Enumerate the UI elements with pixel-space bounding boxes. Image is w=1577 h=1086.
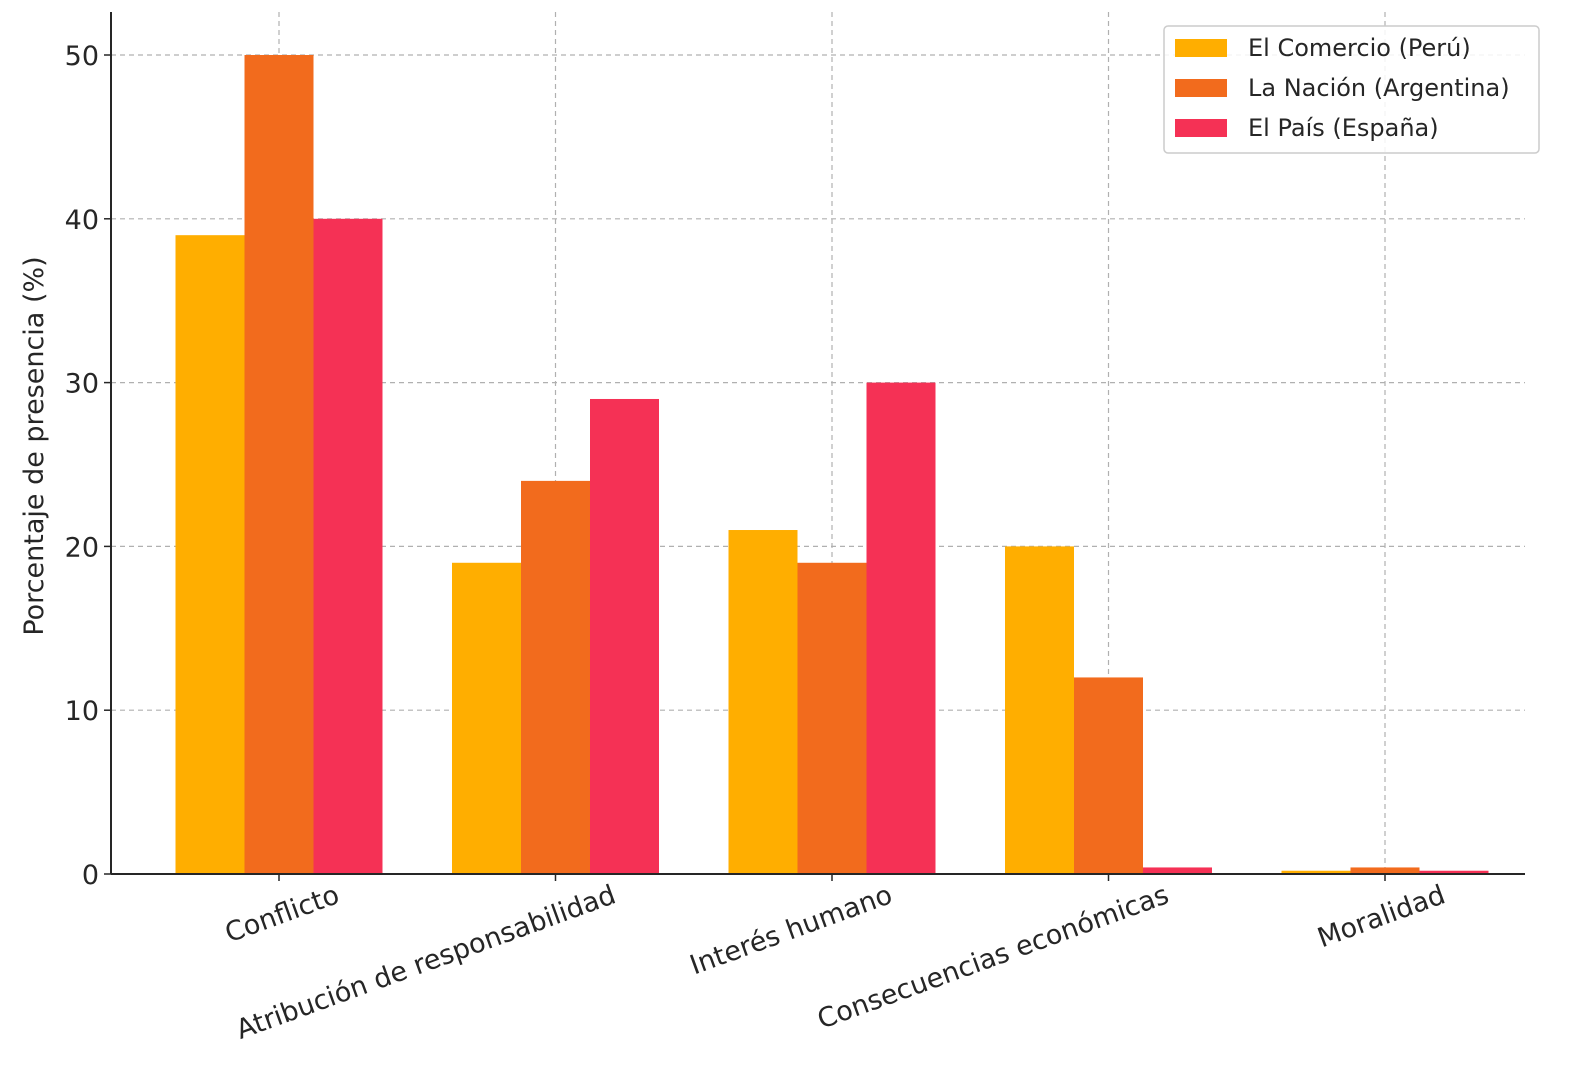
bar-3-3 (866, 382, 936, 874)
bar-1-4 (1005, 546, 1074, 874)
y-tick-label: 10 (65, 696, 99, 727)
legend-frame (1163, 25, 1540, 154)
legend: El Comercio (Perú) La Nación (Argentina) E… (1163, 25, 1540, 154)
legend-swatch-3 (1175, 119, 1227, 137)
y-tick-label: 30 (65, 369, 99, 400)
axes (110, 12, 1525, 875)
x-tick-label: Moralidad (1314, 879, 1450, 954)
bar-2-1 (244, 55, 314, 874)
bar-2-3 (797, 562, 867, 874)
x-tick-label: Conflicto (221, 879, 343, 949)
x-tick-label: Interés humano (686, 879, 897, 981)
bar-1-2 (452, 562, 521, 874)
y-tick-label: 40 (65, 205, 99, 236)
y-ticks: 0 10 20 30 40 50 (65, 41, 111, 891)
y-axis-label: Porcentaje de presencia (%) (19, 256, 50, 635)
bar-1-5 (1281, 870, 1351, 874)
legend-swatch-2 (1175, 79, 1227, 97)
bar-3-2 (590, 398, 659, 874)
bar-1-1 (175, 235, 245, 874)
bars (175, 55, 1489, 875)
y-tick-label: 0 (82, 860, 99, 891)
y-tick-label: 50 (65, 41, 99, 72)
bar-2-5 (1350, 867, 1420, 874)
bar-1-3 (728, 530, 798, 874)
legend-label-3: El País (España) (1248, 114, 1439, 142)
y-tick-label: 20 (65, 532, 99, 563)
bar-3-1 (313, 218, 383, 875)
legend-label-2: La Nación (Argentina) (1248, 74, 1510, 102)
bar-3-5 (1419, 870, 1489, 874)
legend-label-1: El Comercio (Perú) (1248, 34, 1471, 62)
bar-3-4 (1143, 867, 1212, 874)
bar-2-4 (1074, 677, 1143, 874)
bar-2-2 (521, 480, 590, 874)
legend-swatch-1 (1175, 39, 1227, 57)
